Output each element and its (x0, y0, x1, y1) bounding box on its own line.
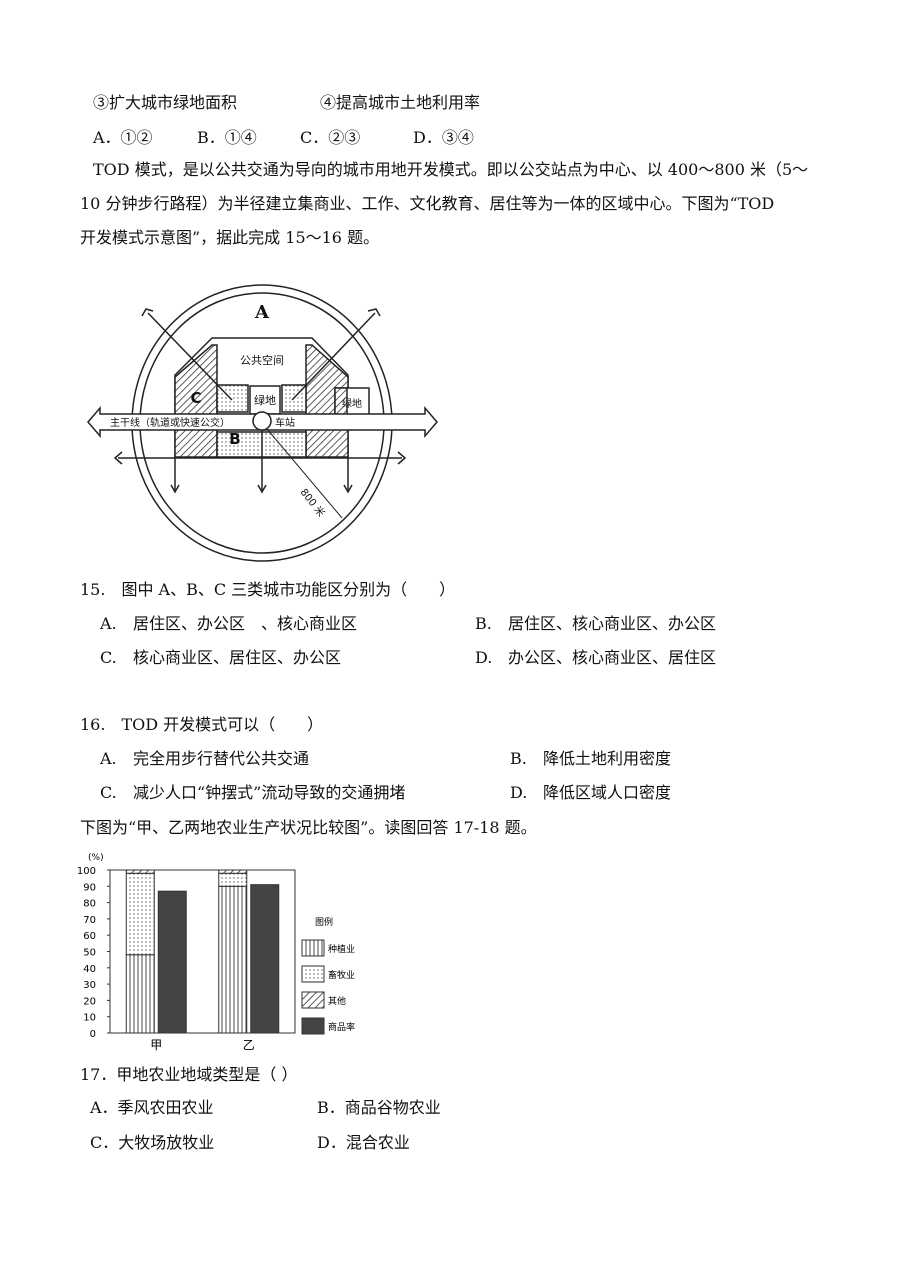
legend-label: 畜牧业 (328, 969, 355, 981)
question-stem: 16. TOD 开发模式可以（ ） (80, 715, 324, 734)
option: ④提高城市土地利用率 (320, 93, 481, 112)
y-tick-label: 70 (83, 915, 96, 926)
legend-swatch (301, 965, 325, 983)
passage-line: 开发模式示意图”，据此完成 15～16 题。 (80, 228, 380, 247)
label: C (190, 389, 201, 407)
bar-segment (218, 885, 248, 1034)
legend-swatch (301, 939, 325, 957)
option: B．①④ (197, 128, 257, 147)
option: A．季风农田农业 (90, 1098, 214, 1117)
legend-label: 种植业 (328, 943, 355, 955)
option-letter: D. (510, 783, 528, 802)
option-letter: A. (100, 614, 117, 633)
bar-segment (218, 872, 248, 887)
legend-label: 其他 (328, 995, 346, 1007)
option: 降低区域人口密度 (543, 783, 672, 802)
option: D．③④ (413, 128, 474, 147)
legend-title: 图例 (315, 916, 333, 928)
bar (157, 890, 187, 1034)
option-letter: B. (475, 614, 492, 633)
question-stem: 15. 图中 A、B、C 三类城市功能区分别为（ ） (80, 580, 456, 599)
question-stem: 17．甲地农业地域类型是（ ） (80, 1065, 298, 1084)
option: 完全用步行替代公共交通 (133, 749, 310, 768)
y-tick-label: 60 (83, 931, 96, 942)
option-letter: A. (100, 749, 117, 768)
option: 居住区、核心商业区、办公区 (508, 614, 717, 633)
option: 居住区、办公区 、核心商业区 (133, 614, 358, 633)
label: 绿地 (254, 393, 276, 407)
label: 车站 (275, 416, 295, 429)
option: 降低土地利用密度 (543, 749, 672, 768)
y-tick-label: 90 (83, 882, 96, 893)
y-tick-label: 0 (90, 1029, 96, 1040)
x-tick-label: 乙 (243, 1038, 255, 1052)
bar (250, 884, 280, 1034)
option: ③扩大城市绿地面积 (93, 93, 238, 112)
bar-segment (218, 869, 248, 874)
label: 公共空间 (240, 353, 284, 367)
y-axis-label: (%) (88, 853, 104, 863)
chart-intro: 下图为“甲、乙两地农业生产状况比较图”。读图回答 17-18 题。 (80, 818, 537, 837)
option: 办公区、核心商业区、居住区 (508, 648, 717, 667)
y-tick-label: 10 (83, 1013, 96, 1024)
label: 绿地 (342, 397, 362, 410)
option-letter: D. (475, 648, 493, 667)
bar-segment (125, 954, 155, 1034)
option: C．大牧场放牧业 (90, 1133, 215, 1152)
option-letter: B. (510, 749, 527, 768)
bar-segment (125, 872, 155, 956)
passage-line: 10 分钟步行路程）为半径建立集商业、工作、文化教育、居住等为一体的区域中心。下… (80, 194, 775, 213)
label: 800 米 (298, 486, 328, 519)
option-letter: C. (100, 783, 117, 802)
legend-swatch (301, 1017, 325, 1035)
legend-label: 商品率 (328, 1021, 355, 1033)
label: B (229, 430, 240, 448)
y-tick-label: 100 (77, 866, 96, 877)
label: 主干线（轨道或快速公交） (110, 416, 230, 429)
legend-swatch (301, 991, 325, 1009)
option: D．混合农业 (317, 1133, 410, 1152)
y-tick-label: 30 (83, 980, 96, 991)
y-tick-label: 20 (83, 996, 96, 1007)
y-tick-label: 80 (83, 899, 96, 910)
option: A．①② (93, 128, 153, 147)
option: 减少人口“钟摆式”流动导致的交通拥堵 (133, 783, 406, 802)
x-tick-label: 甲 (150, 1038, 162, 1052)
bar-segment (125, 869, 155, 874)
option-letter: C. (100, 648, 117, 667)
option: C．②③ (300, 128, 361, 147)
passage-line: TOD 模式，是以公共交通为导向的城市用地开发模式。即以公交站点为中心、以 40… (93, 160, 809, 179)
label: A (254, 302, 270, 323)
y-tick-label: 40 (83, 964, 96, 975)
option: B．商品谷物农业 (317, 1098, 441, 1117)
option: 核心商业区、居住区、办公区 (133, 648, 342, 667)
tod-diagram (87, 284, 438, 562)
y-tick-label: 50 (83, 948, 96, 959)
